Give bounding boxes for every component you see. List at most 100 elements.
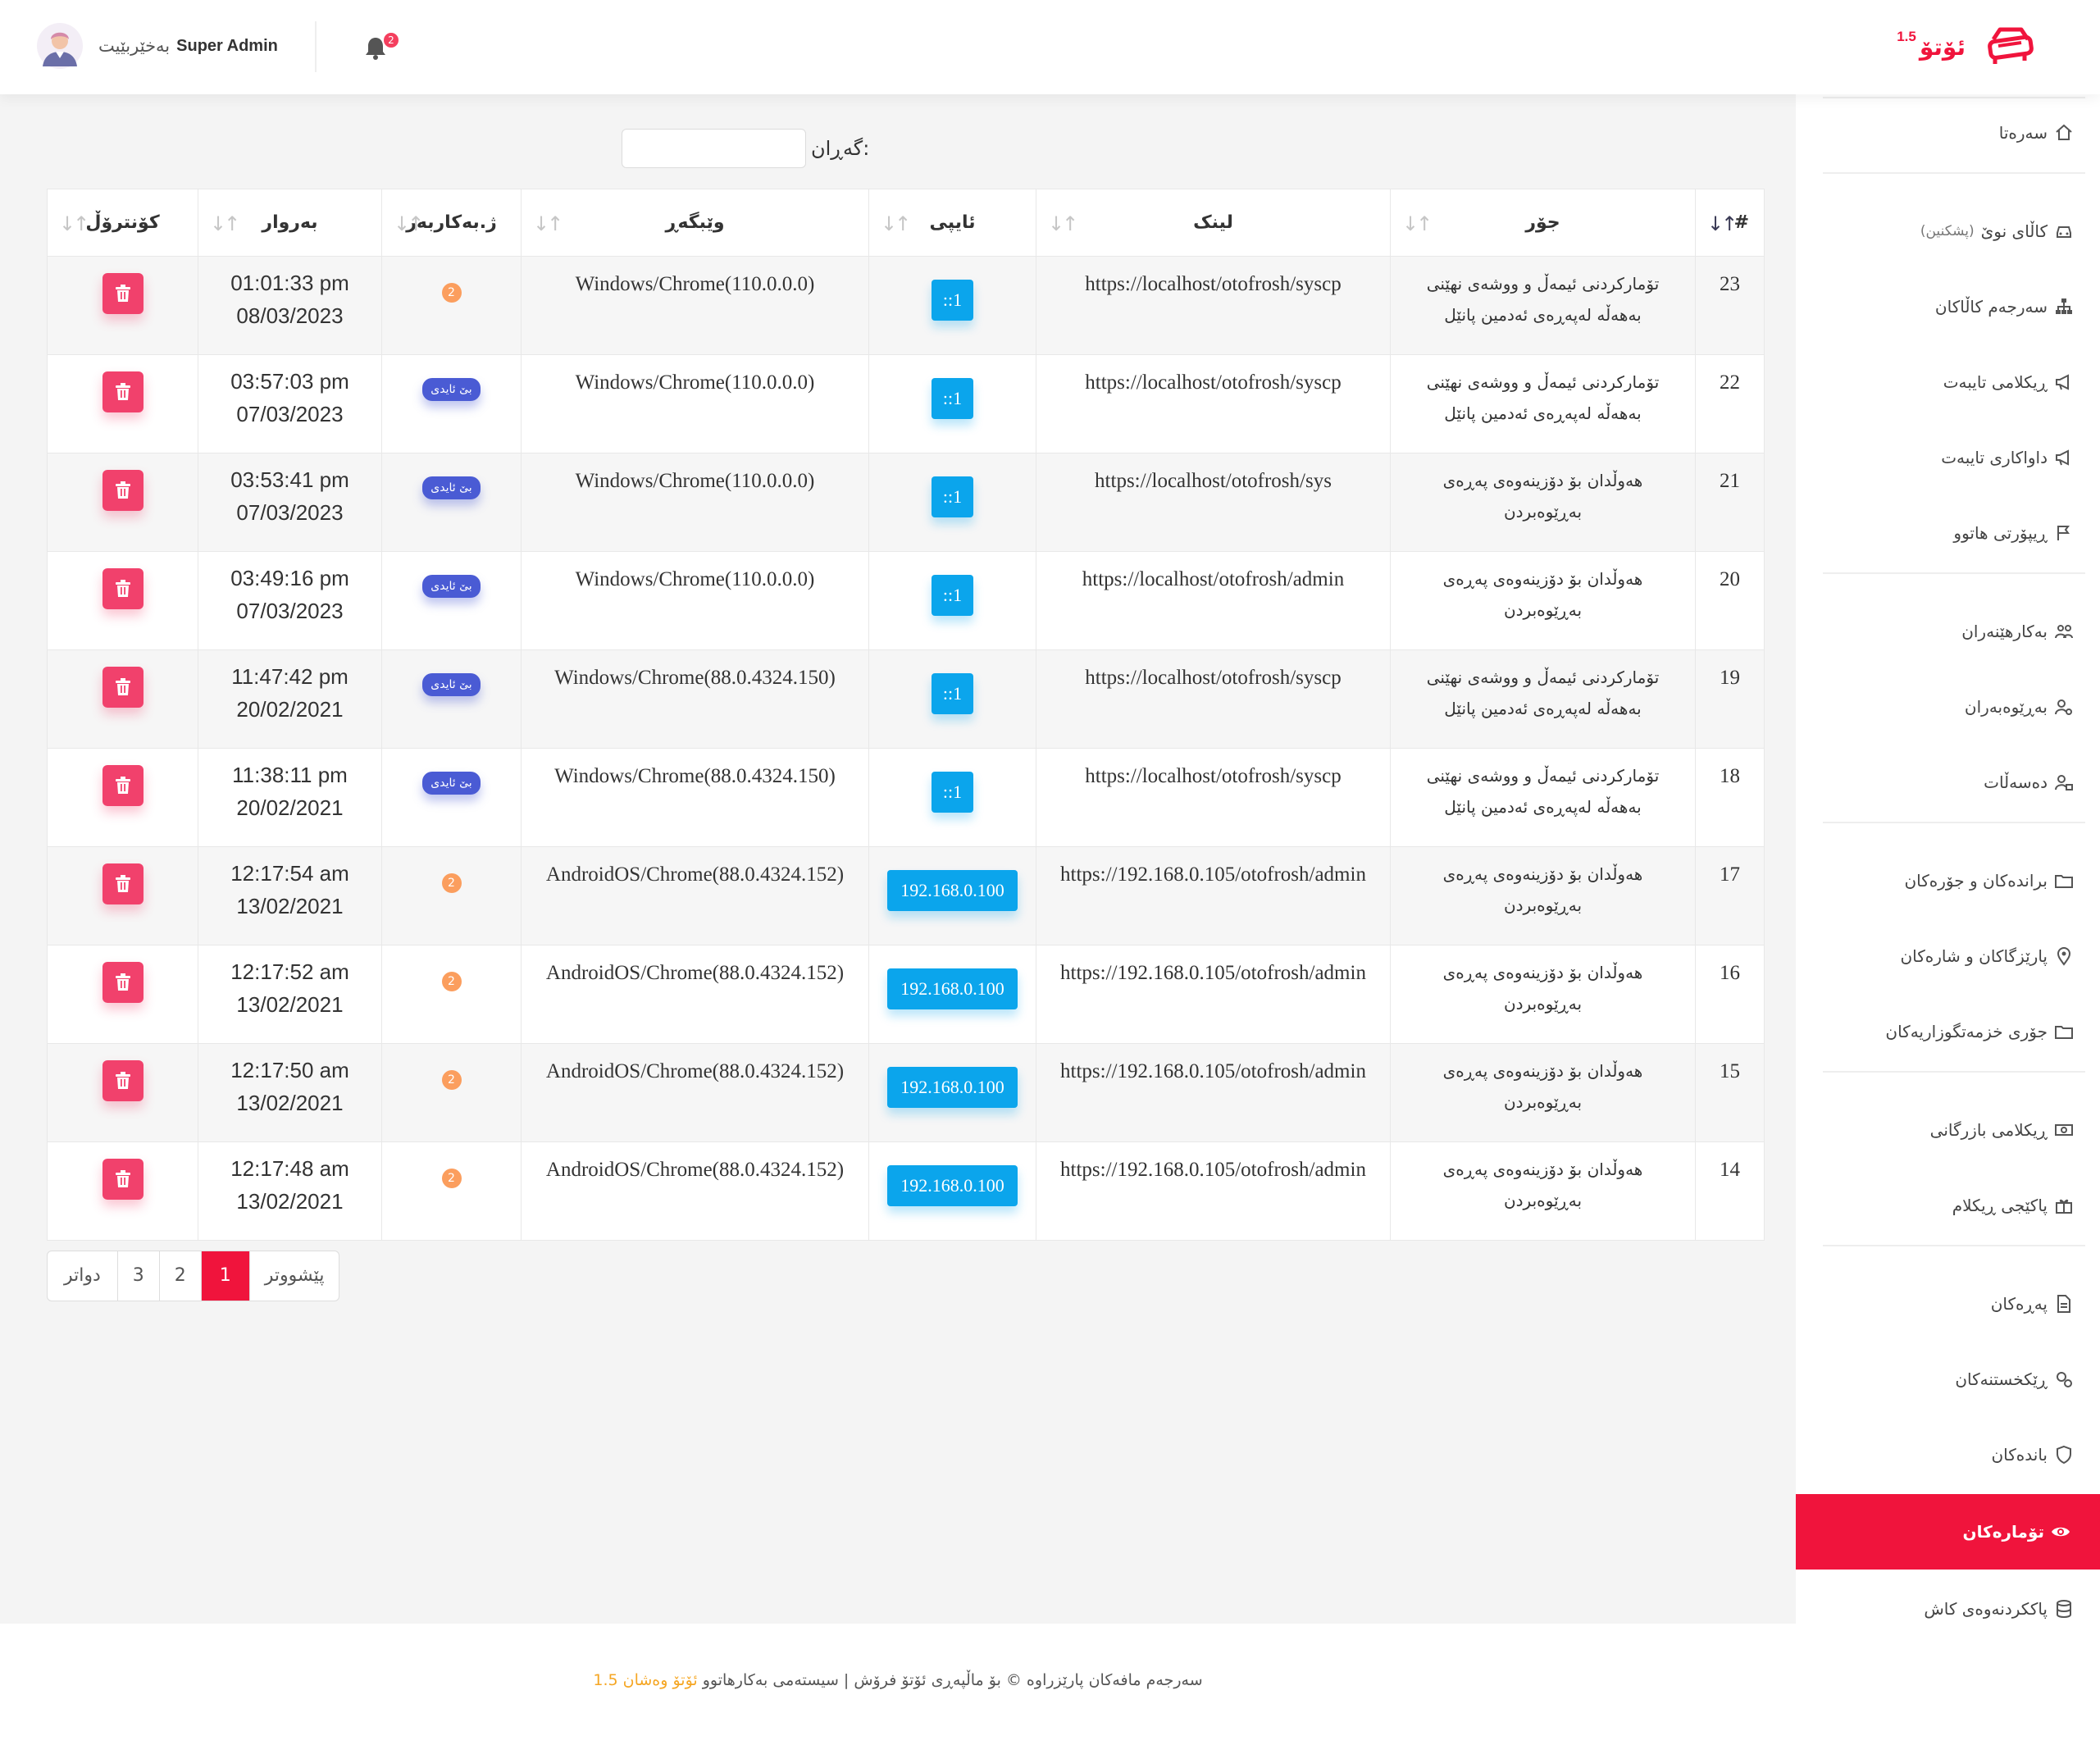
sidebar-item-4[interactable]: ڕیکلامی تایبەت [1823, 359, 2100, 405]
top-header: بەخێربێیت Super Admin 2 1.5 ئۆتۆ [0, 0, 2100, 94]
row-browser: Windows/Chrome(110.0.0.0) [521, 453, 869, 552]
trash-icon [115, 285, 130, 302]
sidebar-item-2[interactable]: کاڵای نوێ (پشکنین) [1823, 208, 2100, 254]
bell-icon[interactable] [359, 31, 392, 64]
sidebar-item-12[interactable]: جۆری خزمەتگوزاریەکان [1823, 1009, 2100, 1055]
delete-button[interactable] [102, 962, 143, 1003]
row-type-line1: تۆمارکردنی ئیمەڵ و ووشەی نهێنی [1426, 667, 1660, 687]
folder-icon [2055, 1026, 2073, 1039]
row-link: https://192.168.0.105/otofrosh/admin [1036, 945, 1391, 1044]
delete-button[interactable] [102, 1060, 143, 1101]
row-id: 20 [1695, 551, 1765, 650]
sidebar-item-label: باندەکان [1991, 1445, 2048, 1465]
sort-icon: ↑↓ [533, 212, 563, 235]
ip-badge: ::1 [931, 772, 974, 813]
row-type-line2: بەڕێوەبردن [1503, 600, 1583, 620]
row-ip: ::1 [868, 748, 1036, 847]
row-ip: 192.168.0.100 [868, 1043, 1036, 1142]
row-time: 12:17:52 am [230, 959, 349, 984]
next-page-button[interactable]: دواتر [64, 1265, 101, 1286]
column-header-type[interactable]: جۆر ↑↓ [1390, 189, 1696, 257]
user-count-badge: 2 [441, 1169, 462, 1188]
avatar[interactable] [36, 22, 84, 70]
sidebar-item-label: داواکاری تایبەت [1941, 448, 2048, 467]
sidebar-item-17[interactable]: باندەکان [1823, 1432, 2100, 1478]
delete-button[interactable] [102, 765, 143, 806]
column-header-date[interactable]: بەروار ↑↓ [198, 189, 382, 257]
sidebar-item-5[interactable]: داواکاری تایبەت [1823, 435, 2100, 481]
row-browser: Windows/Chrome(110.0.0.0) [521, 551, 869, 650]
sidebar-item-3[interactable]: سەرجەم کاڵاکان [1823, 284, 2100, 330]
row-control [47, 453, 198, 552]
table-row: 22 تۆمارکردنی ئیمەڵ و ووشەی نهێنی بەهەڵە ل… [47, 354, 1765, 453]
row-time: 12:17:54 am [230, 861, 349, 886]
footer-version: ئۆتۆ وەشان 1.5 [593, 1671, 698, 1689]
column-header-browser[interactable]: وێبگەڕ ↑↓ [521, 189, 869, 257]
sidebar-item-16[interactable]: ڕێکخستنەکان [1823, 1356, 2100, 1402]
column-header-link[interactable]: لینک ↑↓ [1036, 189, 1391, 257]
sidebar-item-15[interactable]: پەڕەکان [1823, 1281, 2100, 1327]
sidebar-item-11[interactable]: پارێزگاکان و شارەکان [1823, 933, 2100, 979]
sidebar-item-14[interactable]: پاکێجی ڕیکلام [1823, 1182, 2100, 1228]
brand[interactable]: 1.5 ئۆتۆ [1897, 25, 2034, 69]
column-header-ip[interactable]: ئایپی ↑↓ [868, 189, 1036, 257]
page-2-button[interactable]: 2 [158, 1251, 201, 1301]
table-row: 14 هەوڵدان بۆ دۆزینەوەی پەڕەی بەڕێوەبردن ht… [47, 1141, 1765, 1241]
ip-badge: 192.168.0.100 [887, 870, 1018, 911]
delete-button[interactable] [102, 568, 143, 609]
user-menu[interactable]: بەخێربێیت Super Admin [36, 21, 278, 71]
row-user-count: 2 [381, 945, 522, 1044]
column-header-user-count[interactable]: ژ.بەکاربەر ↑↓ [381, 189, 522, 257]
sidebar-item-label: ڕیکلامی تایبەت [1943, 372, 2048, 392]
sidebar-divider [1823, 1071, 2085, 1073]
row-date-value: 13/02/2021 [236, 1091, 344, 1115]
sidebar-item-6[interactable]: ڕیپۆرتی هاتوو [1823, 510, 2100, 556]
sidebar-item-1[interactable]: سەرەتا [1823, 110, 2100, 156]
trash-icon [115, 1170, 130, 1187]
page-3-button[interactable]: 3 [116, 1251, 159, 1301]
user-name: Super Admin [176, 36, 278, 55]
row-ip: 192.168.0.100 [868, 846, 1036, 945]
sidebar-item-18[interactable]: تۆمارەکان [1796, 1494, 2100, 1570]
trash-icon [115, 777, 130, 794]
sidebar-item-19[interactable]: پاککردنەوەی کاش [1823, 1586, 2100, 1632]
delete-button[interactable] [102, 470, 143, 511]
previous-page-button[interactable]: پێشووتر [248, 1251, 339, 1301]
delete-button[interactable] [102, 667, 143, 708]
delete-button[interactable] [102, 863, 143, 904]
sidebar-item-13[interactable]: ڕیکلامی بازرگانی [1823, 1107, 2100, 1153]
search-input[interactable] [622, 129, 806, 168]
table-row: 16 هەوڵدان بۆ دۆزینەوەی پەڕەی بەڕێوەبردن ht… [47, 945, 1765, 1044]
row-type: هەوڵدان بۆ دۆزینەوەی پەڕەی بەڕێوەبردن [1390, 1043, 1696, 1142]
sidebar-item-label: سەرەتا [1998, 123, 2048, 143]
row-type-line2: بەهەڵە لەپەڕەی ئەدمین پانێل [1444, 305, 1642, 325]
row-id: 18 [1695, 748, 1765, 847]
home-icon [2056, 124, 2072, 140]
sidebar-item-9[interactable]: دەسەڵات [1823, 759, 2100, 805]
delete-button[interactable] [102, 1159, 143, 1200]
ip-badge: 192.168.0.100 [887, 968, 1018, 1009]
sidebar-item-8[interactable]: بەڕێوەبەران [1823, 684, 2100, 730]
row-link: https://192.168.0.105/otofrosh/admin [1036, 1043, 1391, 1142]
table-row: 15 هەوڵدان بۆ دۆزینەوەی پەڕەی بەڕێوەبردن ht… [47, 1043, 1765, 1142]
row-browser-text: AndroidOS/Chrome(88.0.4324.152) [545, 1060, 845, 1082]
column-header-id[interactable]: # ↑↓ [1695, 189, 1765, 257]
ip-badge: 192.168.0.100 [887, 1067, 1018, 1108]
sidebar-item-10[interactable]: براندەکان و جۆرەکان [1823, 858, 2100, 904]
sidebar-item-7[interactable]: بەکارهێنەران [1823, 608, 2100, 654]
sidebar-item-label: جۆری خزمەتگوزاریەکان [1885, 1022, 2048, 1041]
sidebar-divider [1823, 572, 2085, 574]
file-icon [2057, 1295, 2070, 1313]
no-id-badge: بێ ئایدی [422, 476, 481, 499]
table-row: 17 هەوڵدان بۆ دۆزینەوەی پەڕەی بەڕێوەبردن ht… [47, 846, 1765, 945]
row-id: 16 [1695, 945, 1765, 1044]
no-id-badge: بێ ئایدی [422, 673, 481, 696]
row-date-value: 08/03/2023 [236, 303, 344, 328]
column-header-control[interactable]: کۆنترۆڵ ↑↓ [47, 189, 198, 257]
row-control [47, 256, 198, 355]
sitemap-icon [2056, 298, 2072, 314]
delete-button[interactable] [102, 273, 143, 314]
delete-button[interactable] [102, 371, 143, 412]
page-1-button[interactable]: 1 [200, 1251, 249, 1301]
row-date: 11:38:11 pm 20/02/2021 [198, 748, 382, 847]
